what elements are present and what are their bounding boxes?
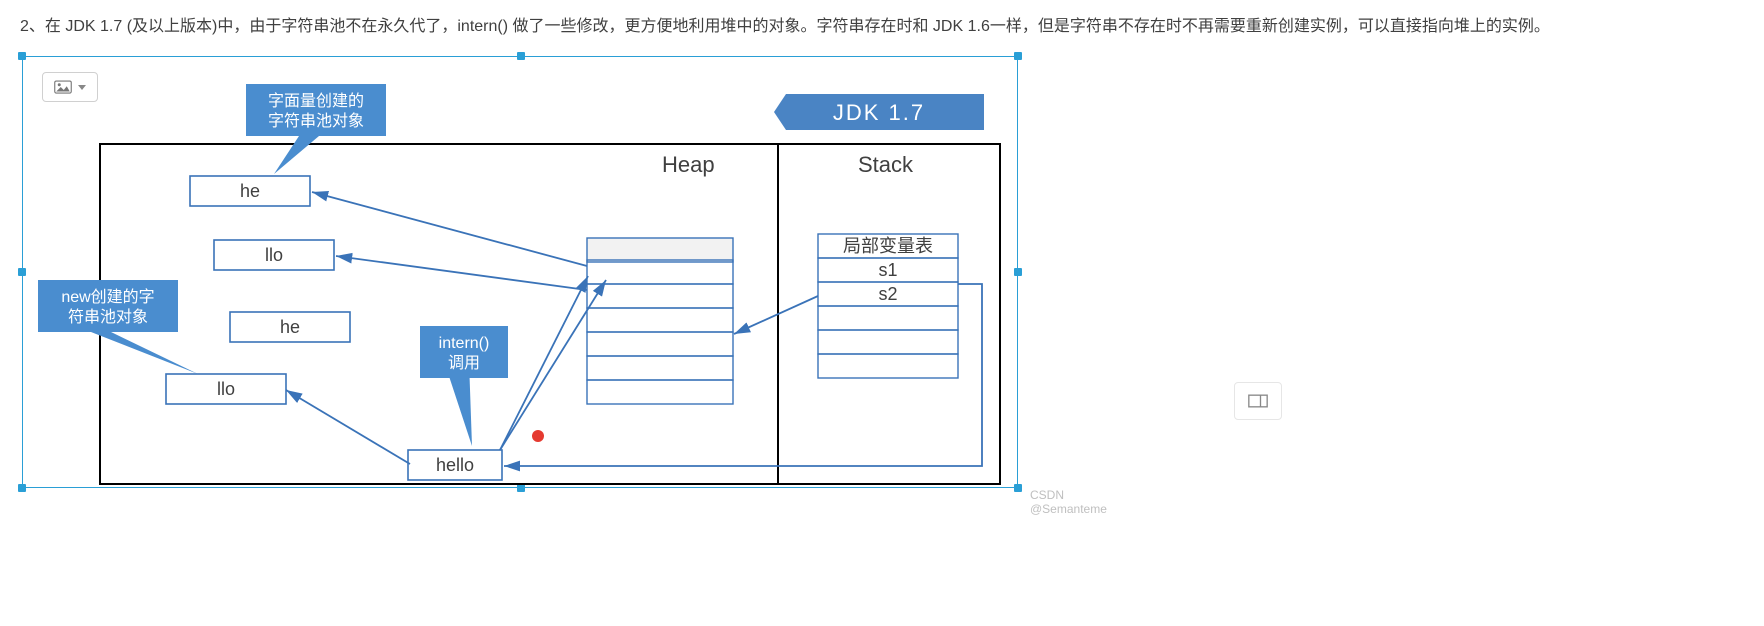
heap-label: Heap — [662, 152, 715, 177]
stack-label: Stack — [858, 152, 914, 177]
string-node-label-llo2: llo — [217, 379, 235, 399]
watermark-text: CSDN @Semanteme — [1030, 488, 1107, 516]
callout-tail-intern — [450, 378, 472, 446]
sidebar-icon — [1248, 394, 1268, 408]
arrow — [500, 280, 606, 450]
string-pool-row — [587, 308, 733, 332]
callout-tail-new — [91, 332, 198, 374]
callout-text2-literal: 字符串池对象 — [268, 112, 364, 130]
string-pool-row — [587, 260, 733, 284]
jdk-memory-diagram: HeapStackJDK 1.7hellohellohelloString Po… — [22, 56, 1018, 488]
string-pool-row — [587, 380, 733, 404]
diagram-container: HeapStackJDK 1.7hellohellohelloString Po… — [20, 50, 1022, 492]
callout-text2-new: 符串池对象 — [68, 308, 148, 326]
local-var-row — [818, 306, 958, 330]
jdk-banner-text: JDK 1.7 — [833, 100, 925, 125]
callout-text-new: new创建的字 — [61, 288, 154, 306]
string-node-label-he1: he — [240, 181, 260, 201]
string-node-label-hello: hello — [436, 455, 474, 475]
callout-text2-intern: 调用 — [448, 354, 480, 372]
local-var-entry: s1 — [878, 260, 897, 280]
string-pool-row — [587, 356, 733, 380]
local-var-row — [818, 354, 958, 378]
local-var-entry: s2 — [878, 284, 897, 304]
callout-text-intern: intern() — [439, 335, 490, 352]
arrow — [500, 276, 588, 450]
callout-tail-literal — [274, 136, 319, 174]
callout-text-literal: 字面量创建的 — [268, 92, 364, 110]
arrow — [336, 256, 587, 290]
sidebar-toggle-button[interactable] — [1234, 382, 1282, 420]
local-var-row — [818, 330, 958, 354]
arrow — [312, 192, 587, 266]
arrow — [286, 390, 410, 464]
string-pool-header-cell — [587, 238, 733, 262]
string-pool-row — [587, 284, 733, 308]
string-pool-row — [587, 332, 733, 356]
string-node-label-llo1: llo — [265, 245, 283, 265]
string-node-label-he2: he — [280, 317, 300, 337]
arrow-polyline — [504, 284, 982, 466]
local-var-title: 局部变量表 — [843, 236, 933, 256]
highlight-dot — [532, 430, 544, 442]
description-paragraph: 2、在 JDK 1.7 (及以上版本)中，由于字符串池不在永久代了，intern… — [20, 12, 1580, 42]
arrow — [734, 296, 818, 334]
